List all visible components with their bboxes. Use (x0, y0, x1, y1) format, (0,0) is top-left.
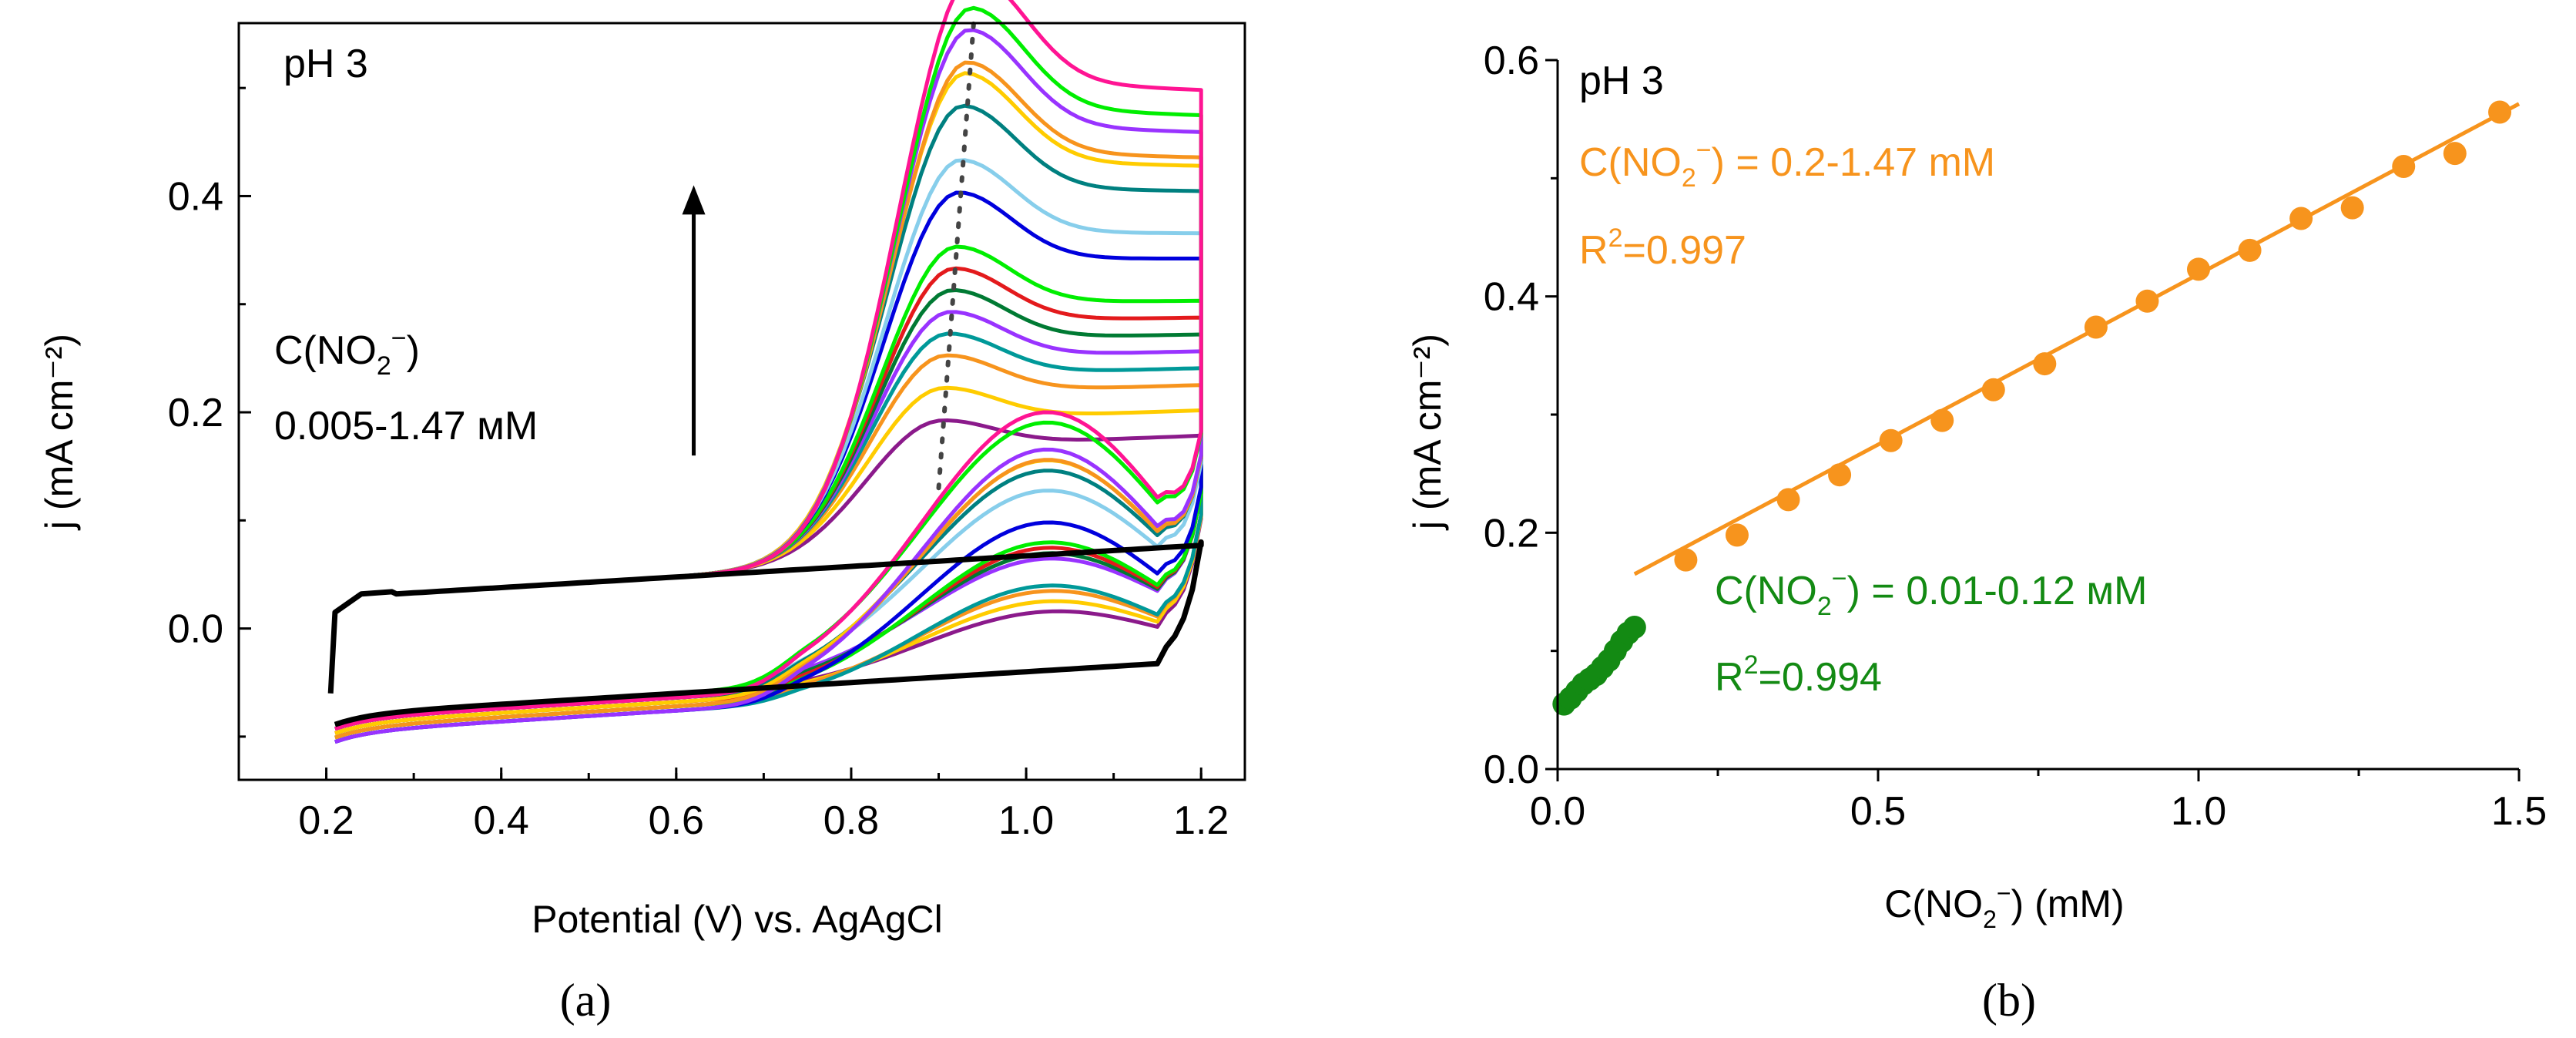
cv-curve (328, 0, 1203, 731)
cv-xtick-label: 1.2 (1173, 798, 1229, 843)
orange-data-point (1981, 378, 2005, 401)
orange-data-point (2238, 238, 2262, 262)
orange-data-point (2488, 100, 2512, 124)
calibration-axes: 0.0 0.5 1.0 1.5 0.0 0.2 0.4 0.6 (1484, 39, 2547, 834)
green-data-point (1622, 616, 1646, 639)
cv-chart: 0.2 0.4 0.6 0.8 1.0 1.2 0.0 0.2 0.4 pH 3 C(NO2−)… (38, 0, 1246, 1026)
cv-xtick-label: 0.6 (649, 798, 704, 843)
green-range-label: C(NO2−) = 0.01-0.12 мМ (1715, 564, 2147, 621)
green-eq-sub: 2 (1817, 592, 1832, 621)
calib-xlabel-post: ) (mM) (2011, 882, 2125, 925)
cv-curves (327, 0, 1204, 744)
orange-eq-sub: 2 (1682, 163, 1696, 193)
cv-ytick-label: 0.2 (168, 391, 223, 435)
cv-plot-frame (237, 22, 1246, 781)
orange-data-point (2443, 142, 2467, 166)
orange-data-point (2135, 289, 2159, 313)
calib-ylabel: j (mA cm⁻²) (1406, 334, 1449, 531)
orange-data-point (1828, 463, 1852, 487)
calib-xtick-label: 0.5 (1850, 789, 1906, 834)
peak-dotted-line (936, 21, 976, 491)
cv-curve (328, 5, 1203, 727)
cv-xtick-label: 0.2 (298, 798, 354, 843)
cv-ticks: 0.2 0.4 0.6 0.8 1.0 1.2 0.0 0.2 0.4 (168, 86, 1229, 843)
cv-curve (328, 266, 1203, 735)
orange-data-point (1879, 428, 1903, 452)
calib-xlabel-sub: 2 (1983, 905, 1997, 933)
increase-arrow-head (682, 185, 706, 215)
cv-ylabel: j (mA cm⁻²) (38, 334, 81, 531)
cv-curve (328, 190, 1203, 744)
cv-conc-sup: − (391, 324, 407, 353)
orange-data-point (2392, 155, 2416, 178)
orange-data-point (1776, 488, 1800, 512)
cv-curve (328, 310, 1203, 727)
calib-ytick-label: 0.0 (1484, 747, 1539, 792)
green-r2-pre: R (1715, 655, 1744, 700)
green-eq-post: ) = 0.01-0.12 мМ (1847, 569, 2148, 613)
cv-conc-sub: 2 (377, 351, 391, 381)
calibration-fit-lines (1559, 102, 2521, 709)
calib-xtick-label: 0.0 (1530, 789, 1585, 834)
cv-xlabel: Potential (V) vs. AgAgCl (532, 898, 943, 941)
cv-xtick-label: 0.4 (474, 798, 529, 843)
orange-data-point (2289, 207, 2313, 230)
cv-range-label: 0.005-1.47 мМ (274, 404, 538, 448)
cv-ph-label: pH 3 (283, 42, 368, 86)
orange-data-point (2084, 315, 2108, 339)
cv-curve (328, 288, 1203, 731)
calib-ytick-label: 0.4 (1484, 275, 1539, 320)
orange-data-point (2033, 352, 2057, 376)
orange-data-point (2340, 196, 2364, 220)
calib-ytick-label: 0.2 (1484, 511, 1539, 556)
panel-label-a: (a) (560, 975, 612, 1026)
cv-conc-text: C(NO (274, 328, 377, 373)
cv-ytick-label: 0.4 (168, 174, 223, 219)
green-eq-sup: − (1832, 564, 1847, 593)
green-r2-label: R2=0.994 (1715, 650, 1882, 700)
panel-label-b: (b) (1982, 975, 2036, 1026)
orange-eq-sup: − (1696, 136, 1712, 165)
peak-trend-line (936, 21, 976, 491)
orange-data-point (2187, 257, 2210, 281)
orange-eq-text: C(NO (1579, 140, 1682, 185)
calib-xlabel: C(NO2−) (mM) (1884, 879, 2124, 933)
green-r2-sup: 2 (1744, 650, 1759, 680)
orange-eq-post: ) = 0.2-1.47 mM (1712, 140, 1995, 185)
cv-xtick-label: 1.0 (998, 798, 1054, 843)
calib-xtick-label: 1.5 (2491, 789, 2547, 834)
orange-data-point (1725, 523, 1749, 547)
calib-xlabel-sup: − (1997, 879, 2011, 907)
calib-xtick-label: 1.0 (2171, 789, 2226, 834)
cv-curve (328, 60, 1203, 740)
orange-r2-pre: R (1579, 228, 1608, 273)
orange-range-label: C(NO2−) = 0.2-1.47 mM (1579, 136, 1995, 193)
orange-r2-sup: 2 (1608, 223, 1623, 253)
orange-data-point (1930, 408, 1954, 432)
cv-xtick-label: 0.8 (823, 798, 879, 843)
cv-ytick-label: 0.0 (168, 607, 223, 652)
cv-concentration-label: C(NO2−) (274, 324, 420, 381)
calib-ph-label: pH 3 (1579, 59, 1664, 103)
calibration-chart: 0.0 0.5 1.0 1.50.00.20.40.6 pH 3 C(NO2−) = … (1406, 39, 2547, 1026)
calib-ytick-label: 0.6 (1484, 39, 1539, 83)
cv-conc-close: ) (407, 328, 420, 373)
calibration-points (1552, 100, 2512, 716)
calib-xlabel-pre: C(NO (1884, 882, 1983, 925)
green-r2-post: =0.994 (1758, 655, 1882, 700)
green-eq-text: C(NO (1715, 569, 1817, 613)
cv-curve (327, 539, 1204, 727)
orange-r2-label: R2=0.997 (1579, 223, 1746, 273)
orange-data-point (1674, 548, 1698, 572)
orange-r2-post: =0.997 (1622, 228, 1746, 273)
